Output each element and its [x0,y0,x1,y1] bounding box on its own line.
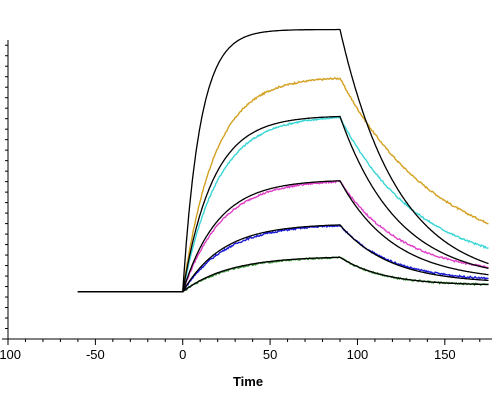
x-tick-label: -100 [0,347,21,362]
data-series-line [77,180,489,293]
fit-curve-line [77,115,489,293]
axes-layer [2,40,492,345]
fit-curve-line [77,256,489,293]
tick-labels-layer: -100 -50 0 50 100 150 [0,347,456,362]
x-tick-label: 100 [347,347,369,362]
x-axis-title: Time [233,374,263,389]
fit-curves-layer [77,28,489,293]
x-tick-label: -50 [86,347,105,362]
data-series-line [77,255,489,293]
x-tick-label: 0 [179,347,186,362]
fit-curve-line [77,180,489,293]
x-tick-label: 50 [263,347,277,362]
data-series-line [77,115,489,293]
x-tick-label: 150 [434,347,456,362]
